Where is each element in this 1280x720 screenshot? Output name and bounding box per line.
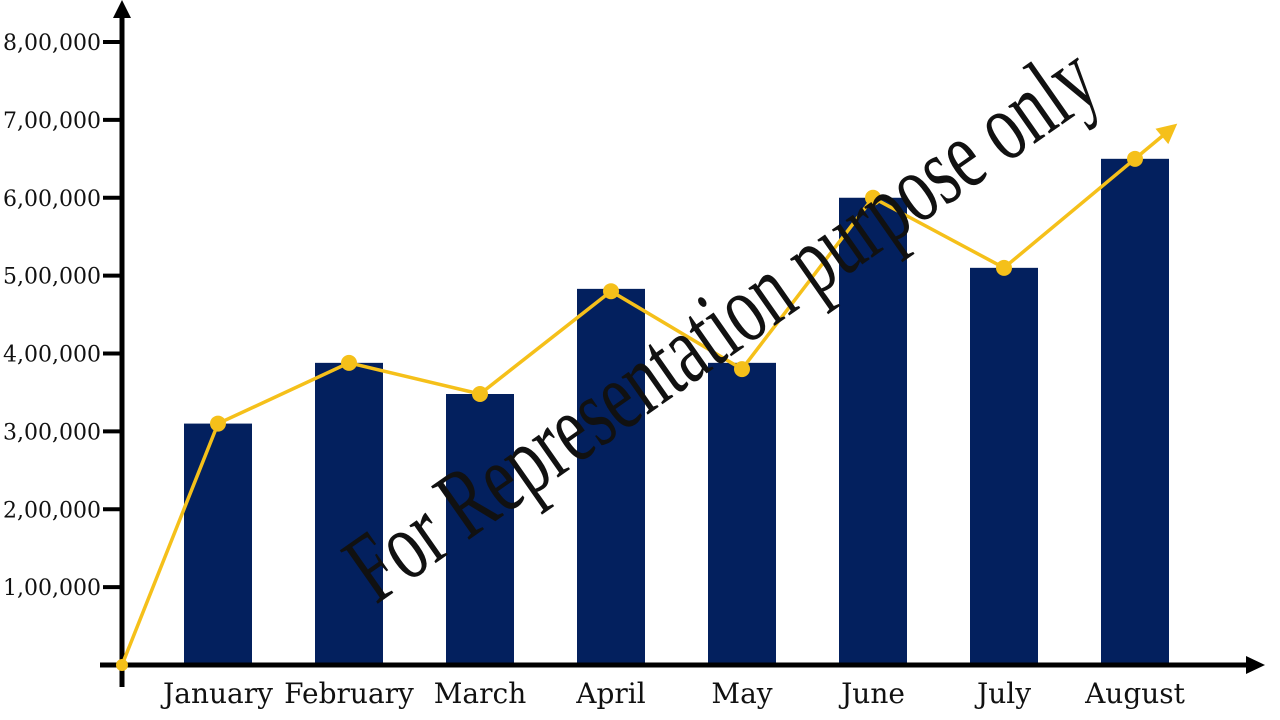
trend-line-layer	[116, 123, 1178, 671]
bar-june	[839, 197, 907, 665]
x-tick-label-june: June	[838, 677, 905, 710]
trend-point	[472, 385, 488, 402]
trend-point	[734, 361, 750, 378]
y-tick-label: 2,00,000	[3, 498, 101, 523]
y-tick-label: 5,00,000	[3, 265, 101, 290]
trend-point	[210, 415, 226, 432]
bar-may	[708, 362, 776, 665]
trend-point	[996, 259, 1012, 276]
bars-layer	[184, 158, 1169, 665]
bar-july	[970, 267, 1038, 665]
x-axis-arrow	[1246, 656, 1265, 674]
bar-august	[1101, 158, 1169, 665]
y-tick-label: 6,00,000	[3, 187, 101, 212]
x-tick-label-february: February	[284, 677, 414, 710]
x-tick-label-march: March	[434, 677, 526, 710]
axes	[100, 0, 1265, 687]
x-tick-label-april: April	[575, 677, 645, 710]
x-tick-label-august: August	[1084, 677, 1186, 710]
bar-april	[577, 288, 645, 665]
x-tick-label-may: May	[711, 677, 772, 710]
x-tick-label-july: July	[974, 677, 1031, 710]
trend-line	[120, 128, 1171, 666]
trend-point	[1127, 150, 1143, 167]
trend-point	[116, 659, 128, 671]
trend-point	[865, 189, 881, 206]
trend-point	[341, 354, 357, 371]
x-tick-label-january: January	[160, 677, 273, 710]
trend-line-arrow	[1155, 123, 1178, 145]
y-tick-label: 1,00,000	[3, 576, 101, 601]
trend-point	[603, 283, 619, 300]
y-ticks: 1,00,000 2,00,000 3,00,000 4,00,000 5,00,000…	[3, 31, 122, 601]
x-labels: January February March April May June July Augu…	[160, 677, 1186, 710]
y-axis-arrow	[113, 0, 131, 18]
y-tick-label: 4,00,000	[3, 343, 101, 368]
bar-march	[446, 393, 514, 665]
y-tick-label: 7,00,000	[3, 109, 101, 134]
bar-february	[315, 362, 383, 665]
bar-january	[184, 423, 252, 665]
y-tick-label: 8,00,000	[3, 31, 101, 56]
y-tick-label: 3,00,000	[3, 420, 101, 445]
